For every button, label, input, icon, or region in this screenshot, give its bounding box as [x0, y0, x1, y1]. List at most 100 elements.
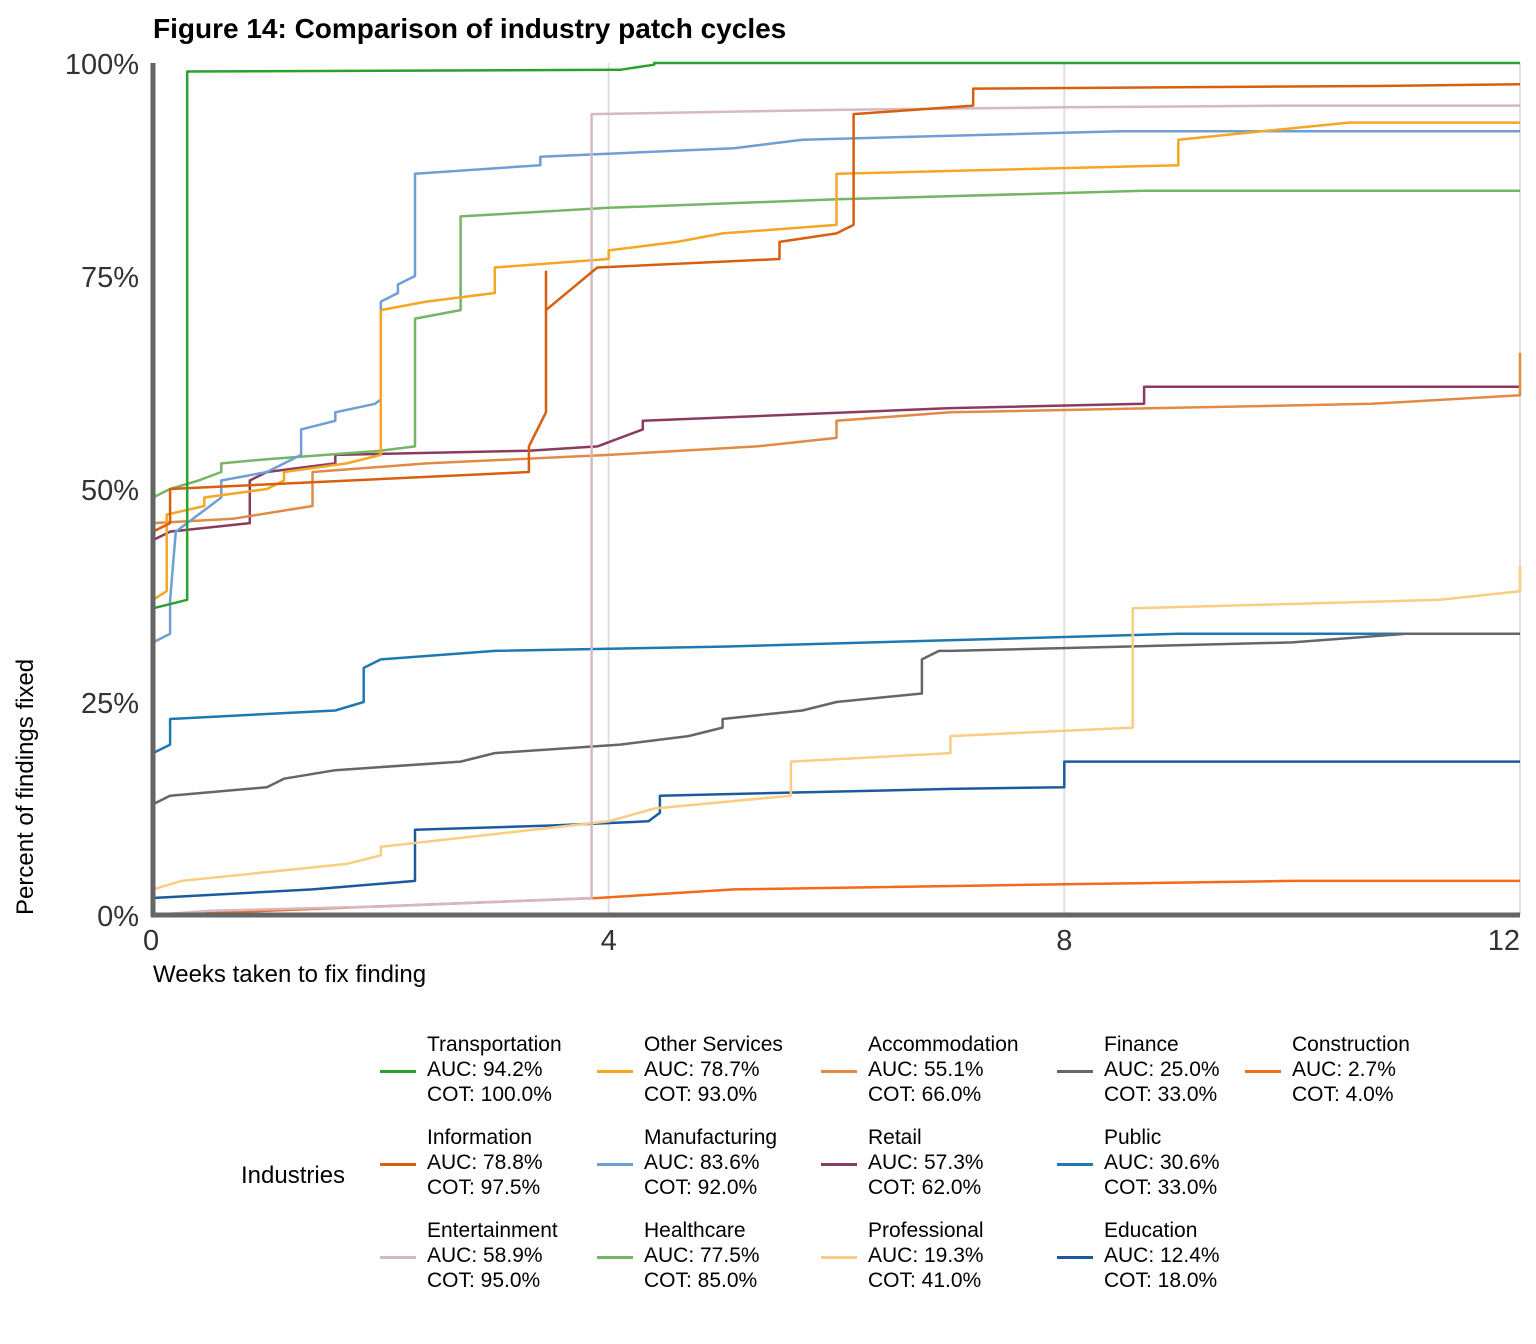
legend-text: Information AUC: 78.8% COT: 97.5%	[427, 1125, 543, 1200]
legend-series-name: Information	[427, 1126, 533, 1149]
y-tick-label: 25%	[81, 688, 139, 720]
legend-series-name: Transportation	[427, 1033, 562, 1056]
legend-text: Other Services AUC: 78.7% COT: 93.0%	[644, 1032, 783, 1107]
legend-text: Accommodation AUC: 55.1% COT: 66.0%	[868, 1032, 1019, 1107]
series-line-public	[152, 632, 1520, 755]
legend-swatch	[597, 1256, 633, 1259]
legend-cot: COT: 4.0%	[1292, 1083, 1394, 1106]
x-tick-label: 0	[143, 925, 159, 957]
legend-item-finance: Finance AUC: 25.0% COT: 33.0%	[1057, 1032, 1287, 1118]
series-line-education	[152, 760, 1520, 900]
legend-auc: AUC: 78.8%	[427, 1151, 543, 1174]
legend-title: Industries	[241, 1162, 346, 1189]
legend-auc: AUC: 57.3%	[868, 1151, 984, 1174]
legend-text: Professional AUC: 19.3% COT: 41.0%	[868, 1218, 984, 1293]
legend-swatch	[821, 1163, 857, 1166]
legend-item-other-services: Other Services AUC: 78.7% COT: 93.0%	[597, 1032, 827, 1118]
legend-item-information: Information AUC: 78.8% COT: 97.5%	[380, 1125, 610, 1211]
legend-item-public: Public AUC: 30.6% COT: 33.0%	[1057, 1125, 1287, 1211]
legend-swatch	[1057, 1256, 1093, 1259]
legend-series-name: Entertainment	[427, 1219, 558, 1242]
x-tick-label: 8	[1056, 925, 1072, 957]
legend-series-name: Public	[1104, 1126, 1162, 1149]
series-line-manufacturing	[152, 129, 1520, 644]
legend-swatch	[1057, 1070, 1093, 1073]
legend-series-name: Education	[1104, 1219, 1198, 1242]
legend-auc: AUC: 25.0%	[1104, 1058, 1220, 1081]
legend-swatch	[597, 1070, 633, 1073]
y-axis-label: Percent of findings fixed	[12, 659, 39, 915]
legend-cot: COT: 100.0%	[427, 1083, 552, 1106]
legend-item-manufacturing: Manufacturing AUC: 83.6% COT: 92.0%	[597, 1125, 827, 1211]
legend-auc: AUC: 19.3%	[868, 1244, 984, 1267]
legend-auc: AUC: 58.9%	[427, 1244, 543, 1267]
legend-auc: AUC: 2.7%	[1292, 1058, 1396, 1081]
legend-text: Finance AUC: 25.0% COT: 33.0%	[1104, 1032, 1220, 1107]
legend-auc: AUC: 83.6%	[644, 1151, 760, 1174]
legend-swatch	[821, 1256, 857, 1259]
legend-text: Retail AUC: 57.3% COT: 62.0%	[868, 1125, 984, 1200]
y-tick-label: 0%	[97, 901, 139, 933]
legend-text: Construction AUC: 2.7% COT: 4.0%	[1292, 1032, 1410, 1107]
legend-text: Public AUC: 30.6% COT: 33.0%	[1104, 1125, 1220, 1200]
legend-series-name: Professional	[868, 1219, 984, 1242]
legend-cot: COT: 18.0%	[1104, 1269, 1218, 1292]
legend-item-construction: Construction AUC: 2.7% COT: 4.0%	[1245, 1032, 1475, 1118]
legend-cot: COT: 62.0%	[868, 1176, 982, 1199]
legend-auc: AUC: 78.7%	[644, 1058, 760, 1081]
legend-auc: AUC: 77.5%	[644, 1244, 760, 1267]
series-line-other-services	[152, 121, 1520, 601]
legend-item-transportation: Transportation AUC: 94.2% COT: 100.0%	[380, 1032, 610, 1118]
series-lines	[152, 61, 1522, 917]
legend-swatch	[1245, 1070, 1281, 1073]
tick-labels: 0% 25% 50% 75% 100% 0 4 8 12	[65, 49, 1520, 957]
axes	[150, 63, 1520, 918]
series-line-information	[152, 83, 1521, 533]
legend-cot: COT: 93.0%	[644, 1083, 758, 1106]
series-line-entertainment	[152, 104, 1520, 917]
legend-auc: AUC: 55.1%	[868, 1058, 984, 1081]
legend-cot: COT: 33.0%	[1104, 1083, 1218, 1106]
legend-cot: COT: 97.5%	[427, 1176, 541, 1199]
series-line-construction	[152, 879, 1520, 917]
chart-title: Figure 14: Comparison of industry patch …	[153, 13, 786, 44]
legend-text: Healthcare AUC: 77.5% COT: 85.0%	[644, 1218, 760, 1293]
legend-item-retail: Retail AUC: 57.3% COT: 62.0%	[821, 1125, 1051, 1211]
legend-item-education: Education AUC: 12.4% COT: 18.0%	[1057, 1218, 1287, 1304]
x-tick-label: 4	[601, 925, 617, 957]
legend-item-professional: Professional AUC: 19.3% COT: 41.0%	[821, 1218, 1051, 1304]
y-tick-label: 100%	[65, 49, 139, 81]
legend-series-name: Manufacturing	[644, 1126, 778, 1149]
x-axis-label: Weeks taken to fix finding	[153, 961, 426, 988]
legend-cot: COT: 66.0%	[868, 1083, 982, 1106]
legend-swatch	[1057, 1163, 1093, 1166]
y-tick-label: 50%	[81, 475, 139, 507]
legend: Transportation AUC: 94.2% COT: 100.0% Infor…	[0, 1020, 1536, 1320]
legend-item-entertainment: Entertainment AUC: 58.9% COT: 95.0%	[380, 1218, 610, 1304]
legend-series-name: Healthcare	[644, 1219, 746, 1242]
legend-auc: AUC: 12.4%	[1104, 1244, 1220, 1267]
legend-cot: COT: 41.0%	[868, 1269, 982, 1292]
series-line-retail	[152, 385, 1520, 542]
series-line-finance	[152, 632, 1520, 806]
legend-series-name: Finance	[1104, 1033, 1179, 1056]
series-line-healthcare	[152, 189, 1520, 499]
legend-text: Entertainment AUC: 58.9% COT: 95.0%	[427, 1218, 558, 1293]
legend-auc: AUC: 30.6%	[1104, 1151, 1220, 1174]
legend-series-name: Retail	[868, 1126, 922, 1149]
x-tick-label: 12	[1488, 925, 1520, 957]
legend-cot: COT: 95.0%	[427, 1269, 541, 1292]
line-chart: Figure 14: Comparison of industry patch …	[12, 13, 1522, 988]
legend-text: Transportation AUC: 94.2% COT: 100.0%	[427, 1032, 562, 1107]
legend-cot: COT: 85.0%	[644, 1269, 758, 1292]
legend-swatch	[380, 1256, 416, 1259]
legend-cot: COT: 33.0%	[1104, 1176, 1218, 1199]
series-line-transportation	[152, 61, 1520, 610]
series-line-accommodation	[152, 352, 1522, 525]
legend-swatch	[380, 1070, 416, 1073]
legend-cot: COT: 92.0%	[644, 1176, 758, 1199]
legend-series-name: Construction	[1292, 1033, 1410, 1056]
legend-swatch	[380, 1163, 416, 1166]
legend-series-name: Accommodation	[868, 1033, 1019, 1056]
legend-auc: AUC: 94.2%	[427, 1058, 543, 1081]
